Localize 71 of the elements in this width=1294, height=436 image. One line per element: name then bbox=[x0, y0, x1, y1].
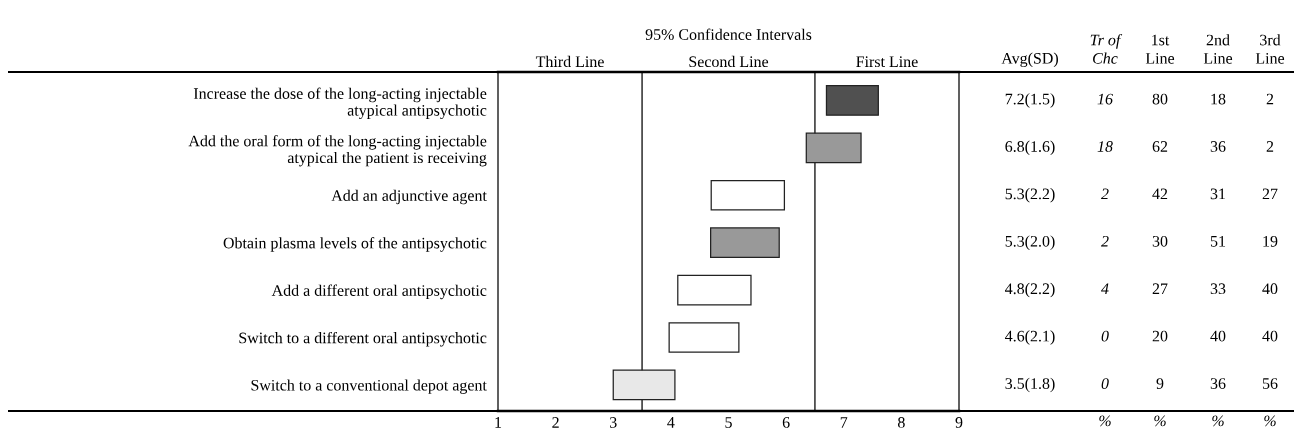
x-tick-label: 4 bbox=[667, 417, 675, 428]
y-tick-label: Add the oral form of the long-acting injectable atypical the patient is receiving bbox=[188, 134, 487, 167]
text: 5.3(2.0) bbox=[1005, 235, 1055, 250]
text: 40 bbox=[1262, 283, 1278, 295]
text: 19 bbox=[1263, 235, 1278, 247]
text: 4 bbox=[1101, 283, 1109, 294]
x-tick-label: 6 bbox=[782, 417, 790, 428]
bar bbox=[805, 132, 862, 164]
chart-title: 95% Confidence Intervals bbox=[645, 28, 812, 40]
x-tick-label: 2 bbox=[552, 417, 559, 428]
text: 31 bbox=[1210, 188, 1226, 200]
y-tick-label: Add an adjunctive agent bbox=[331, 189, 487, 205]
bar bbox=[668, 322, 740, 353]
text: 36 bbox=[1210, 141, 1226, 152]
text: 0 bbox=[1101, 378, 1109, 389]
text: 9 bbox=[1156, 378, 1164, 389]
text: 18 bbox=[1211, 93, 1226, 105]
text: 3.5(1.8) bbox=[1005, 377, 1055, 393]
bar bbox=[677, 274, 752, 306]
text: 27 bbox=[1152, 283, 1168, 294]
bar bbox=[710, 227, 780, 259]
text: % bbox=[1212, 415, 1224, 427]
text: 40 bbox=[1262, 330, 1278, 342]
text: 42 bbox=[1152, 188, 1168, 200]
text: 2 bbox=[1266, 141, 1274, 152]
text: Tr of Chc bbox=[1090, 33, 1123, 64]
text: First Line bbox=[856, 56, 918, 68]
x-tick-label: 5 bbox=[725, 417, 732, 428]
y-tick-label: Obtain plasma levels of the antipsychotic bbox=[223, 237, 487, 252]
text: % bbox=[1264, 415, 1276, 427]
text: 27 bbox=[1262, 188, 1278, 200]
x-tick-label: 7 bbox=[840, 417, 848, 428]
text: 2 bbox=[1101, 235, 1109, 247]
text: 7.2(1.5) bbox=[1005, 93, 1055, 108]
text: Avg(SD) bbox=[1001, 52, 1058, 67]
text: 5.3(2.2) bbox=[1005, 188, 1055, 203]
text: 0 bbox=[1101, 330, 1109, 342]
text: 2nd Line bbox=[1203, 34, 1233, 64]
text: 20 bbox=[1152, 330, 1168, 342]
text: 16 bbox=[1097, 93, 1113, 105]
text: 36 bbox=[1210, 378, 1226, 389]
bar bbox=[710, 179, 786, 211]
y-tick-label: Increase the dose of the long-acting injectable atypical antipsychotic bbox=[193, 87, 487, 119]
text: 80 bbox=[1152, 93, 1168, 105]
x-tick-label: 1 bbox=[495, 417, 502, 428]
text: 30 bbox=[1152, 235, 1168, 247]
text: 62 bbox=[1152, 141, 1168, 152]
text: 18 bbox=[1097, 141, 1113, 152]
x-tick-label: 8 bbox=[897, 417, 905, 428]
text: 6.8(1.6) bbox=[1005, 140, 1055, 156]
text: 51 bbox=[1210, 235, 1226, 247]
text: 40 bbox=[1210, 330, 1226, 342]
y-tick-label: Add a different oral antipsychotic bbox=[271, 284, 487, 300]
text: 4.8(2.2) bbox=[1005, 282, 1055, 298]
text: Third Line bbox=[535, 55, 604, 68]
bar bbox=[825, 85, 879, 116]
text: 2 bbox=[1266, 93, 1274, 105]
x-tick-label: 9 bbox=[955, 417, 963, 428]
text: 3rd Line bbox=[1255, 34, 1285, 64]
text: % bbox=[1099, 415, 1111, 427]
text: 56 bbox=[1262, 378, 1278, 389]
y-tick-label: Switch to a different oral antipsychotic bbox=[239, 331, 487, 347]
bar bbox=[612, 369, 676, 401]
text: 1st Line bbox=[1145, 34, 1175, 64]
y-tick-label: Switch to a conventional depot agent bbox=[251, 379, 487, 394]
text: Second Line bbox=[689, 55, 769, 68]
text: 4.6(2.1) bbox=[1005, 330, 1055, 345]
text: 2 bbox=[1101, 188, 1109, 200]
text: 33 bbox=[1210, 283, 1226, 295]
x-tick-label: 3 bbox=[610, 417, 617, 428]
text: % bbox=[1154, 415, 1166, 427]
